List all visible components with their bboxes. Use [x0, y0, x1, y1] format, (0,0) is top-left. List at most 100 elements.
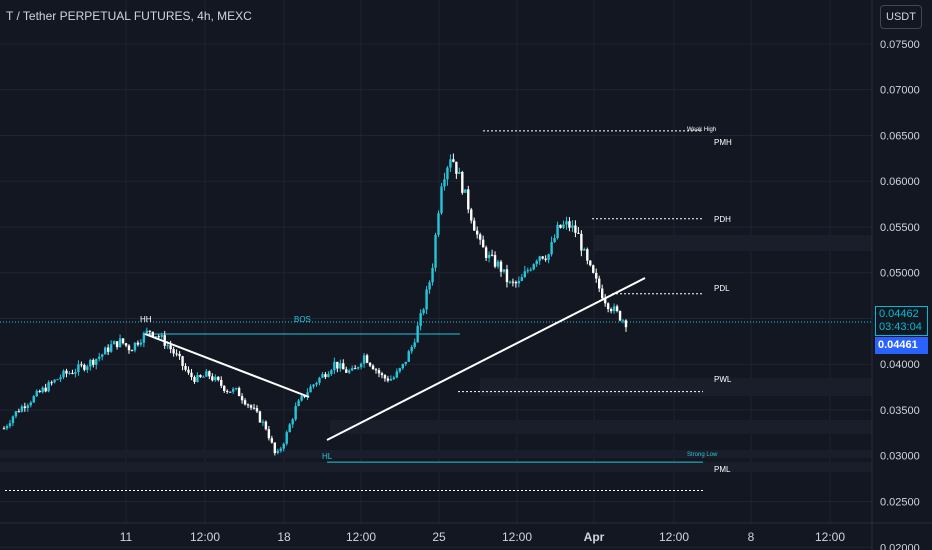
candle-body	[333, 361, 336, 371]
candle-body	[431, 267, 434, 283]
candle-body	[217, 376, 220, 381]
candle-body	[401, 363, 404, 369]
candle-body	[237, 388, 241, 397]
candle-body	[228, 391, 232, 393]
last-price-value: 0.04462	[879, 308, 919, 320]
candle-body	[103, 347, 107, 355]
candle-body	[475, 230, 479, 235]
candle-body	[612, 306, 616, 312]
candle-body	[26, 405, 30, 409]
candle-body	[243, 400, 247, 405]
candle-body	[568, 221, 571, 228]
candle-body	[190, 372, 193, 378]
candle-body	[264, 421, 268, 430]
candle-body	[511, 281, 515, 283]
candle-body	[541, 256, 544, 259]
candle-body	[193, 377, 196, 382]
candle-body	[487, 254, 491, 259]
candle-body	[145, 330, 149, 334]
candle-body	[404, 361, 407, 364]
candle-body	[484, 247, 488, 259]
candle-body	[124, 343, 128, 346]
candle-body	[330, 370, 333, 375]
candle-body	[35, 390, 38, 397]
price-tick-label: 0.02000	[880, 542, 920, 550]
candle-body	[615, 306, 619, 311]
candle-body	[297, 400, 300, 406]
candle-body	[23, 406, 27, 409]
label-hl: HL	[322, 452, 333, 461]
candle-body	[359, 363, 363, 368]
candle-body	[92, 359, 95, 365]
candle-body	[481, 239, 485, 248]
label-pdh: PDH	[714, 215, 731, 224]
candle-body	[374, 369, 378, 371]
candle-body	[306, 392, 309, 397]
candle-body	[8, 423, 12, 427]
bar-countdown: 03:43:04	[879, 321, 922, 333]
candle-body	[130, 350, 134, 352]
candle-body	[109, 344, 113, 352]
candle-body	[121, 338, 125, 344]
price-tick-label: 0.04000	[880, 359, 920, 371]
candle-body	[157, 336, 160, 338]
candle-body	[371, 365, 375, 370]
candle-body	[50, 382, 53, 384]
candle-body	[470, 209, 473, 221]
candle-body	[214, 376, 217, 381]
candle-body	[565, 221, 568, 225]
candle-body	[95, 358, 98, 365]
candle-body	[493, 255, 497, 267]
price-tick-label: 0.03000	[880, 451, 920, 463]
price-tick-label: 0.05000	[880, 268, 920, 280]
candle-body	[47, 382, 50, 392]
candle-body	[309, 386, 312, 393]
candle-body	[362, 355, 366, 364]
candle-body	[574, 225, 577, 233]
time-tick-label: 12:00	[346, 530, 376, 544]
last-price-tag: 0.04462 03:43:04	[875, 306, 928, 336]
candle-body	[220, 380, 223, 386]
label-pml: PML	[714, 465, 731, 474]
candle-body	[600, 288, 604, 299]
candle-body	[327, 374, 330, 378]
candle-body	[520, 277, 524, 281]
trendlines	[144, 277, 646, 441]
candle-body	[29, 402, 32, 406]
candle-body	[425, 289, 428, 310]
candle-body	[324, 374, 327, 378]
candle-body	[523, 271, 527, 278]
candle-body	[529, 269, 532, 271]
candle-body	[199, 375, 202, 378]
candle-body	[80, 364, 83, 366]
candle-body	[261, 421, 265, 423]
candle-body	[478, 234, 482, 240]
candle-body	[356, 367, 360, 369]
zone-rect	[330, 420, 872, 434]
candle-body	[151, 331, 155, 337]
candle-body	[196, 375, 199, 382]
candle-body	[106, 347, 110, 352]
candle-body	[624, 320, 628, 328]
candle-body	[499, 261, 503, 272]
candle-body	[321, 374, 324, 378]
candle-body	[535, 260, 538, 265]
candle-body	[577, 232, 580, 234]
candle-body	[312, 384, 315, 387]
price-tick-label: 0.05500	[880, 222, 920, 234]
candle-body	[234, 388, 238, 390]
candle-body	[592, 265, 595, 273]
candle-body	[336, 361, 339, 369]
price-tick-label: 0.07500	[880, 39, 920, 51]
candle-body	[550, 242, 553, 255]
candle-body	[458, 172, 461, 174]
candle-body	[595, 272, 598, 279]
candle-body	[187, 369, 190, 373]
currency-button[interactable]: USDT	[880, 5, 922, 29]
candle-body	[133, 342, 137, 351]
time-tick-label: 12:00	[502, 530, 532, 544]
candle-body	[77, 364, 80, 373]
candle-body	[353, 368, 357, 370]
candle-body	[508, 281, 512, 283]
